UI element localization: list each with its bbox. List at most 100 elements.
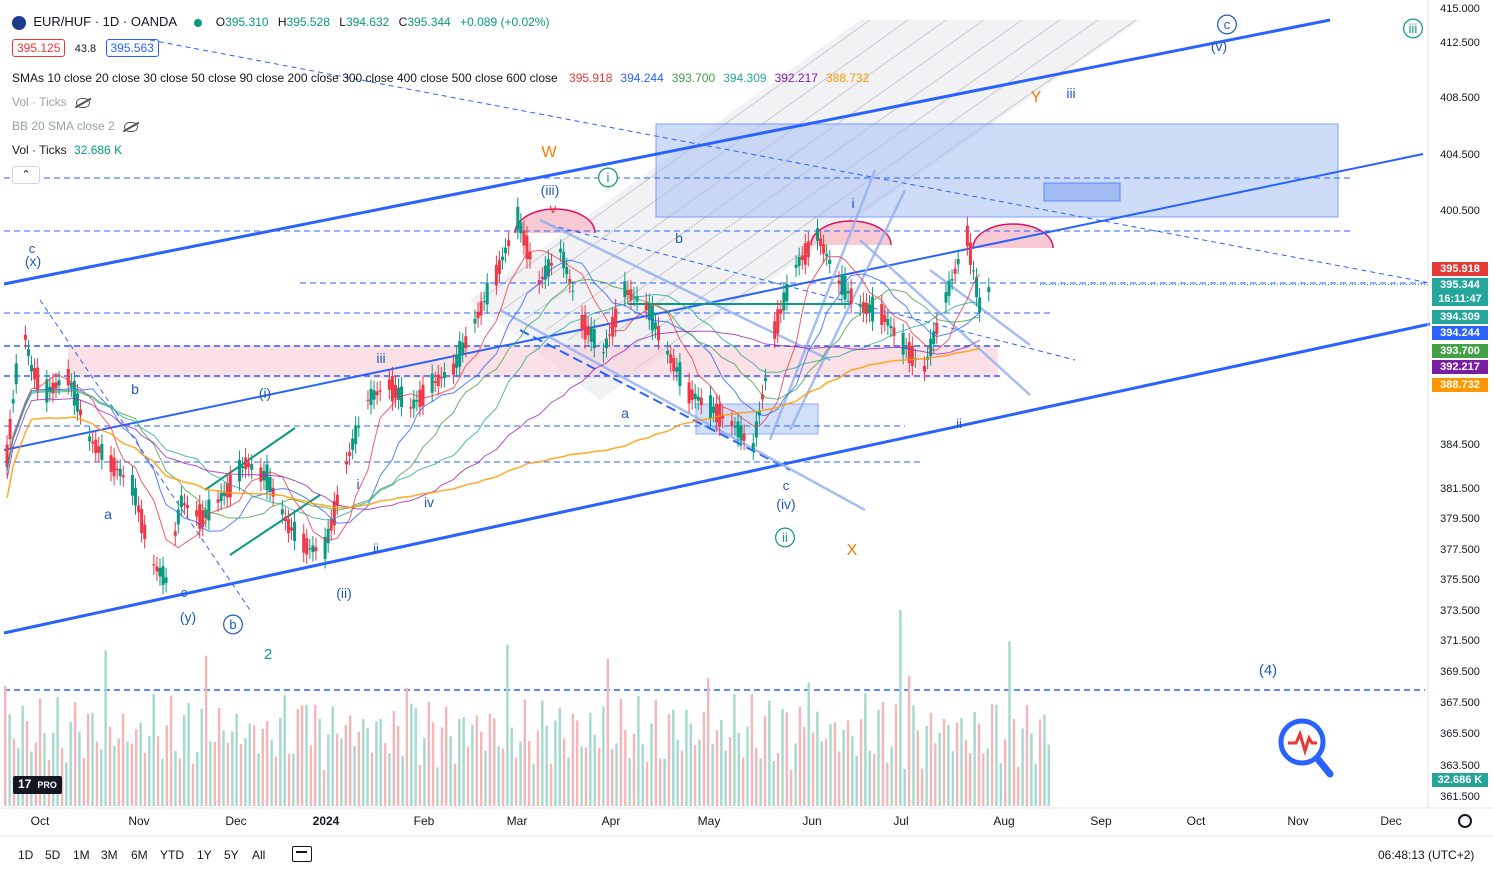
sma-line-2 — [6, 259, 980, 532]
volume-bar — [235, 713, 238, 806]
wave-ii-jan: ii — [373, 541, 379, 556]
volume-bar — [279, 717, 282, 806]
ask-button[interactable]: 395.563 — [105, 39, 159, 57]
volume-bar — [471, 724, 474, 806]
timeframe-1y-button[interactable]: 1Y — [197, 848, 212, 862]
volume-bar — [440, 727, 444, 806]
volume-bar — [366, 728, 369, 806]
candle-body — [861, 301, 865, 313]
volume-bar — [1012, 719, 1016, 806]
volume-bar — [169, 695, 173, 806]
volume-bar — [680, 750, 684, 806]
wave-b-circled-circle — [223, 614, 243, 635]
trend-dashed — [519, 329, 791, 471]
timeframe-3m-button[interactable]: 3M — [101, 848, 118, 862]
candle-body — [699, 397, 703, 406]
candle-body — [675, 367, 679, 372]
candle-body — [592, 328, 596, 349]
price-tick-label: 381.500 — [1440, 483, 1480, 495]
clock-readout[interactable]: 06:48:13 (UTC+2) — [1378, 848, 1475, 862]
timeframe-1m-button[interactable]: 1M — [73, 848, 90, 862]
wave-iii-circled-circle — [1403, 18, 1423, 39]
symbol-title[interactable]: EUR/HUF · 1D · OANDA — [33, 14, 178, 29]
volume-bar — [654, 699, 657, 806]
volume-bar — [252, 725, 256, 806]
candle-body — [589, 326, 593, 342]
volume-bar — [300, 705, 304, 806]
volume-bar — [593, 735, 596, 806]
volume-bar — [597, 747, 601, 806]
wave-ii-paren: (ii) — [336, 585, 352, 601]
price-axis-badge: 395.918 — [1432, 262, 1488, 276]
volume-bar — [226, 742, 230, 806]
volume-bar — [528, 740, 531, 806]
price-axis-badge: 16:11:47 — [1432, 292, 1488, 306]
timeframe-6m-button[interactable]: 6M — [131, 848, 148, 862]
timeframe-5d-button[interactable]: 5D — [45, 848, 61, 862]
volume-bar — [567, 757, 570, 806]
candle-body — [369, 388, 373, 405]
candle-body — [776, 309, 780, 334]
sma-legend[interactable]: SMAs 10 close 20 close 30 close 50 close… — [12, 71, 869, 85]
candle-body — [305, 538, 309, 555]
candle-body — [237, 460, 241, 482]
candle-body — [693, 393, 697, 399]
vol-ticks-row[interactable]: Vol · Ticks 32.686 K — [12, 143, 122, 157]
volume-bar — [113, 745, 116, 806]
volume-bar — [397, 725, 400, 806]
price-tick-label: 375.500 — [1440, 574, 1480, 586]
gear-icon[interactable] — [1458, 814, 1472, 828]
time-tick-label: Sep — [1090, 814, 1112, 828]
candle-body — [204, 509, 208, 519]
volume-bar — [707, 678, 710, 806]
wave-x: X — [847, 542, 858, 559]
volume-bar — [611, 748, 614, 806]
candle-body — [540, 276, 544, 279]
volume-bar — [231, 731, 234, 806]
candle-body — [152, 564, 156, 566]
volume-bar — [427, 702, 430, 806]
volume-bar — [38, 698, 42, 806]
candle-body — [26, 349, 30, 356]
tradingview-logo[interactable]: 17 PRO — [13, 776, 62, 794]
candle-body — [822, 244, 826, 254]
timeframe-5y-button[interactable]: 5Y — [224, 848, 239, 862]
price-axis-badge: 394.309 — [1432, 310, 1488, 324]
drawing-layer — [3, 18, 1431, 691]
green-wedge — [204, 427, 296, 491]
trend-dashed — [149, 39, 1431, 284]
candle-body — [185, 505, 189, 509]
date-range-icon[interactable] — [292, 846, 312, 862]
candle-body — [764, 378, 768, 382]
bb-legend-row[interactable]: BB 20 SMA close 2 — [12, 119, 139, 133]
eye-crossed-icon[interactable] — [124, 121, 139, 132]
candle-body — [650, 305, 654, 331]
volume-bar — [715, 730, 719, 806]
magnifier-chart-icon[interactable] — [1276, 716, 1336, 780]
timeframe-all-button[interactable]: All — [252, 848, 266, 862]
timeframe-1d-button[interactable]: 1D — [18, 848, 34, 862]
candle-body — [837, 280, 841, 285]
bid-button[interactable]: 395.125 — [12, 39, 66, 57]
candle-body — [433, 381, 437, 383]
eye-crossed-icon[interactable] — [76, 97, 91, 108]
time-tick-label: Aug — [993, 814, 1014, 828]
candle-body — [158, 567, 162, 577]
wave-y: Y — [1031, 89, 1042, 106]
volume-bar — [414, 707, 417, 806]
volume-bar — [165, 725, 168, 806]
volume-bar — [257, 753, 260, 806]
price-tick-label: 400.500 — [1440, 205, 1480, 217]
collapse-legend-button[interactable]: ⌃ — [12, 166, 40, 184]
timeframe-ytd-button[interactable]: YTD — [160, 848, 184, 862]
vol-ticks-hidden-row[interactable]: Vol · Ticks — [12, 95, 91, 109]
candle-body — [672, 358, 676, 372]
volume-bar — [628, 758, 631, 806]
candle-body — [987, 287, 991, 293]
fork-line — [539, 218, 831, 362]
candle-body — [289, 527, 293, 531]
volume-bar — [746, 726, 749, 806]
candle-body — [782, 292, 786, 311]
volume-bar — [842, 729, 845, 806]
